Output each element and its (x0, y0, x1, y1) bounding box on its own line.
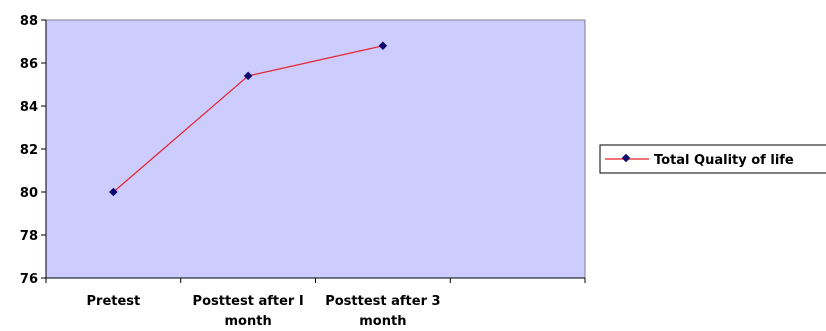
y-tick-label: 86 (20, 57, 38, 72)
legend: Total Quality of life (599, 144, 826, 174)
y-axis-ticks: 76 78 80 82 84 86 88 (20, 14, 46, 287)
x-tick-label: Posttest after 3 month (325, 294, 440, 329)
y-tick-label: 88 (20, 14, 38, 29)
series-layer (109, 41, 388, 197)
y-tick-label: 82 (20, 143, 38, 158)
x-tick-label: Pretest (87, 294, 141, 309)
y-tick-label: 76 (20, 272, 38, 287)
y-tick-label: 84 (20, 100, 38, 115)
y-tick-label: 78 (20, 229, 38, 244)
data-point-marker (243, 71, 253, 81)
y-tick-label: 80 (20, 186, 38, 201)
plot-area (45, 19, 586, 279)
data-point-marker (109, 187, 118, 197)
legend-label: Total Quality of life (654, 153, 794, 168)
data-point-marker (378, 41, 388, 51)
